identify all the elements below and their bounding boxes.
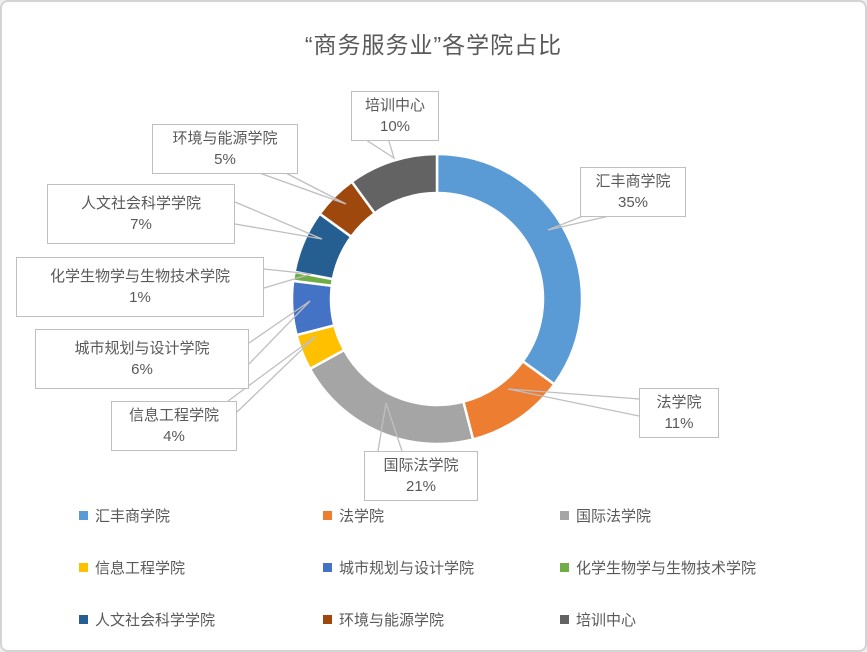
legend-item-3: 国际法学院 (560, 503, 809, 527)
legend-label: 培训中心 (576, 611, 637, 629)
callout-leader-line-5 (248, 300, 311, 365)
donut-segment-1 (435, 152, 584, 386)
donut-segment-2 (462, 360, 556, 441)
callout-leader-line-7 (234, 201, 323, 240)
legend-color-swatch (323, 614, 332, 624)
legend-label: 法学院 (339, 507, 385, 525)
legend-item-4: 信息工程学院 (79, 555, 323, 579)
callout-percent-value: 6% (131, 361, 153, 378)
callout-percent-value: 7% (130, 216, 152, 233)
data-label-callout-4: 信息工程学院 4% (111, 401, 237, 451)
callout-category-name: 信息工程学院 (128, 407, 219, 424)
callout-percent-value: 10% (379, 118, 411, 135)
donut-segment-9 (350, 152, 439, 215)
callout-leader-line-2 (507, 388, 640, 417)
legend-color-swatch (323, 510, 332, 520)
callout-percent-value: 4% (163, 428, 185, 445)
data-label-callout-2: 法学院 11% (639, 388, 719, 438)
data-label-callout-7: 人文社会科学学院 7% (47, 184, 235, 244)
callout-percent-value: 11% (664, 415, 694, 432)
callout-category-name: 培训中心 (364, 97, 425, 114)
callout-percent-value: 5% (214, 151, 236, 168)
legend-color-swatch (79, 510, 88, 520)
callout-leader-line-3 (377, 402, 403, 452)
legend-label: 城市规划与设计学院 (339, 559, 475, 577)
legend-color-swatch (79, 562, 88, 572)
callout-category-name: 城市规划与设计学院 (74, 340, 210, 357)
legend-label: 化学生物学与生物技术学院 (576, 559, 757, 577)
callout-category-name: 化学生物学与生物技术学院 (49, 268, 230, 285)
callout-category-name: 环境与能源学院 (172, 130, 278, 147)
legend-item-8: 环境与能源学院 (323, 607, 560, 631)
legend-color-swatch (560, 562, 569, 572)
callout-percent-value: 21% (405, 478, 437, 495)
legend-item-2: 法学院 (323, 503, 560, 527)
callout-leader-line-8 (253, 170, 347, 205)
callout-category-name: 人文社会科学学院 (80, 195, 201, 212)
legend-label: 信息工程学院 (95, 559, 186, 577)
legend-label: 汇丰商学院 (95, 507, 171, 525)
data-label-callout-5: 城市规划与设计学院 6% (35, 329, 249, 389)
callout-leader-line-1 (547, 213, 619, 231)
donut-segment-5 (290, 279, 336, 337)
callout-percent-value: 1% (129, 289, 151, 306)
callout-category-name: 国际法学院 (383, 457, 459, 474)
legend-label: 环境与能源学院 (339, 611, 445, 629)
callout-leader-line-4 (227, 335, 317, 413)
legend-color-swatch (560, 510, 569, 520)
legend-item-7: 人文社会科学学院 (79, 607, 323, 631)
data-label-callout-8: 环境与能源学院 5% (152, 124, 298, 174)
callout-percent-value: 35% (617, 194, 649, 211)
callout-category-name: 汇丰商学院 (595, 173, 671, 190)
callout-leader-line-6 (263, 268, 312, 289)
legend-color-swatch (79, 614, 88, 624)
legend-item-1: 汇丰商学院 (79, 503, 323, 527)
data-label-callout-3: 国际法学院 21% (364, 451, 478, 501)
donut-segment-3 (308, 348, 475, 446)
chart-title: “商务服务业”各学院占比 (304, 32, 563, 58)
callout-category-name: 法学院 (656, 394, 702, 411)
legend-color-swatch (323, 562, 332, 572)
legend-label: 国际法学院 (576, 507, 652, 525)
legend-item-5: 城市规划与设计学院 (323, 555, 560, 579)
legend-label: 人文社会科学学院 (95, 611, 216, 629)
data-label-callout-9: 培训中心 10% (351, 91, 439, 141)
legend-color-swatch (560, 614, 569, 624)
legend-item-9: 培训中心 (560, 607, 809, 631)
data-label-callout-6: 化学生物学与生物技术学院 1% (16, 257, 264, 317)
callout-leader-line-9 (362, 137, 396, 160)
data-label-callout-1: 汇丰商学院 35% (580, 167, 686, 217)
chart-legend: 汇丰商学院 法学院 国际法学院信息工程学院 城市规划与设计学院 化学生物学与生物技术学院… (79, 503, 809, 631)
legend-item-6: 化学生物学与生物技术学院 (560, 555, 809, 579)
